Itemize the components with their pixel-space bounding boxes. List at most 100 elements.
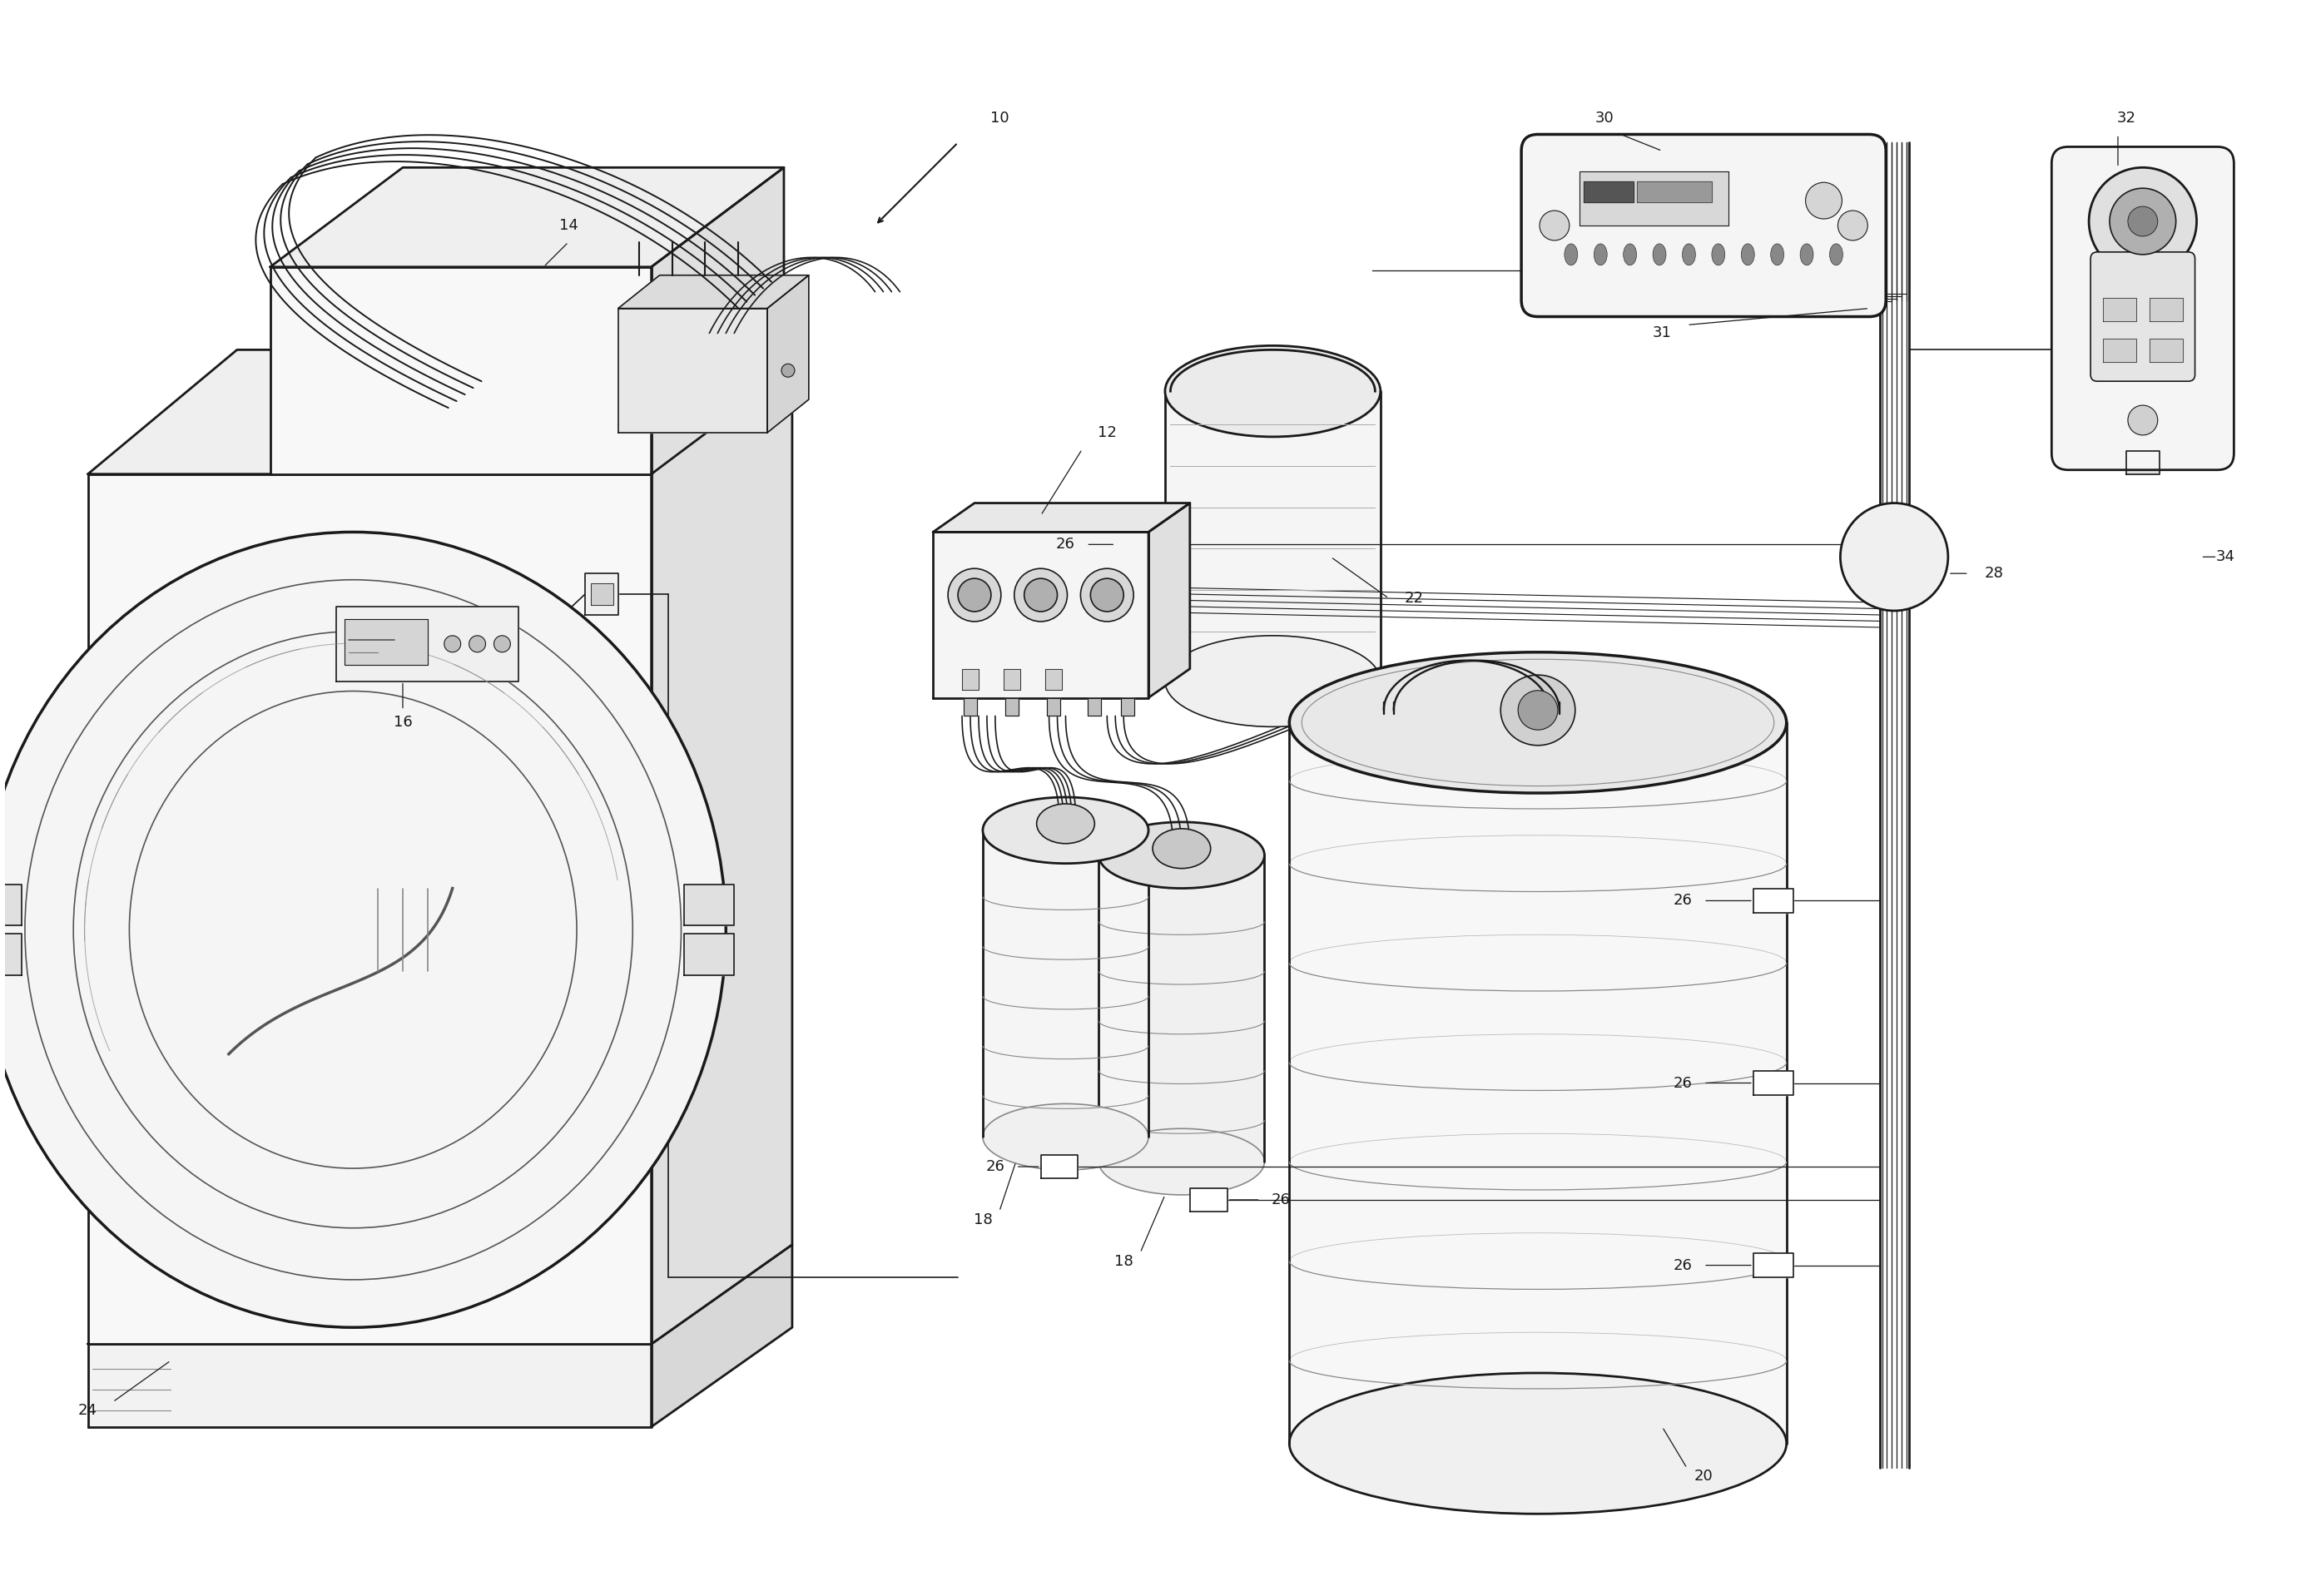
Polygon shape xyxy=(88,1344,651,1427)
Text: 26: 26 xyxy=(1674,894,1693,908)
Text: 26: 26 xyxy=(1271,1192,1290,1207)
Polygon shape xyxy=(1047,697,1061,717)
Polygon shape xyxy=(686,884,734,926)
Polygon shape xyxy=(686,934,734,975)
Polygon shape xyxy=(961,669,980,689)
Ellipse shape xyxy=(1830,244,1844,265)
Ellipse shape xyxy=(2128,206,2159,236)
Ellipse shape xyxy=(982,1104,1149,1170)
Ellipse shape xyxy=(1712,244,1725,265)
Polygon shape xyxy=(963,697,977,717)
Ellipse shape xyxy=(1517,691,1559,729)
Polygon shape xyxy=(88,350,792,474)
FancyBboxPatch shape xyxy=(2091,252,2196,381)
Polygon shape xyxy=(1040,1156,1077,1178)
Text: 30: 30 xyxy=(1596,110,1614,126)
Ellipse shape xyxy=(1800,244,1813,265)
Polygon shape xyxy=(1753,1071,1793,1095)
Ellipse shape xyxy=(1290,1373,1786,1515)
Polygon shape xyxy=(618,308,767,433)
Text: 26: 26 xyxy=(1674,1076,1693,1090)
Ellipse shape xyxy=(2110,188,2177,254)
Ellipse shape xyxy=(1024,578,1058,611)
Polygon shape xyxy=(88,1245,792,1344)
Polygon shape xyxy=(1637,182,1712,203)
Ellipse shape xyxy=(947,568,1001,621)
Ellipse shape xyxy=(493,635,510,653)
Polygon shape xyxy=(0,934,21,975)
Polygon shape xyxy=(586,573,618,614)
Ellipse shape xyxy=(1593,244,1607,265)
Text: 34: 34 xyxy=(2216,549,2235,565)
Ellipse shape xyxy=(1501,675,1575,745)
Ellipse shape xyxy=(1654,244,1665,265)
Ellipse shape xyxy=(1563,244,1577,265)
Polygon shape xyxy=(651,168,783,474)
Polygon shape xyxy=(2103,297,2135,321)
Polygon shape xyxy=(1089,697,1100,717)
Text: 18: 18 xyxy=(1114,1253,1133,1269)
Ellipse shape xyxy=(2089,168,2196,275)
Ellipse shape xyxy=(780,364,794,377)
Polygon shape xyxy=(2126,450,2159,474)
Text: 18: 18 xyxy=(973,1213,991,1227)
Polygon shape xyxy=(1098,855,1265,1162)
Text: 32: 32 xyxy=(2117,110,2135,126)
Ellipse shape xyxy=(445,635,461,653)
Ellipse shape xyxy=(1772,244,1783,265)
Polygon shape xyxy=(2149,338,2182,362)
Ellipse shape xyxy=(2128,405,2159,436)
Ellipse shape xyxy=(1540,211,1570,241)
Polygon shape xyxy=(1753,889,1793,913)
Text: 10: 10 xyxy=(989,110,1010,126)
Polygon shape xyxy=(618,275,808,308)
Text: 16: 16 xyxy=(394,715,412,729)
Ellipse shape xyxy=(1153,828,1211,868)
Text: 26: 26 xyxy=(1674,1258,1693,1272)
Polygon shape xyxy=(651,1245,792,1427)
Ellipse shape xyxy=(1165,346,1380,437)
Ellipse shape xyxy=(0,531,725,1328)
Polygon shape xyxy=(2149,297,2182,321)
Polygon shape xyxy=(0,884,21,926)
Polygon shape xyxy=(271,168,783,267)
Ellipse shape xyxy=(1165,635,1380,726)
Text: 26: 26 xyxy=(987,1159,1005,1175)
Polygon shape xyxy=(88,474,651,1344)
Text: 12: 12 xyxy=(1098,425,1116,440)
Polygon shape xyxy=(1753,1253,1793,1278)
Polygon shape xyxy=(1116,531,1153,557)
Ellipse shape xyxy=(470,635,486,653)
Polygon shape xyxy=(982,830,1149,1136)
Ellipse shape xyxy=(1742,244,1756,265)
Text: 26: 26 xyxy=(1056,536,1075,552)
Ellipse shape xyxy=(1290,653,1786,793)
FancyBboxPatch shape xyxy=(1522,134,1885,316)
Polygon shape xyxy=(271,267,651,474)
Ellipse shape xyxy=(1082,568,1133,621)
Polygon shape xyxy=(1580,172,1728,225)
Text: 14: 14 xyxy=(558,219,579,233)
Text: 20: 20 xyxy=(1693,1468,1714,1484)
Ellipse shape xyxy=(1624,244,1637,265)
Polygon shape xyxy=(2103,338,2135,362)
Ellipse shape xyxy=(1839,211,1867,241)
Ellipse shape xyxy=(959,578,991,611)
Polygon shape xyxy=(933,531,1149,697)
Polygon shape xyxy=(336,606,519,681)
Polygon shape xyxy=(1165,391,1380,681)
Polygon shape xyxy=(767,275,808,433)
Text: 31: 31 xyxy=(1654,326,1672,340)
Ellipse shape xyxy=(1098,822,1265,889)
Text: 22: 22 xyxy=(1403,591,1424,606)
Ellipse shape xyxy=(1806,182,1841,219)
Ellipse shape xyxy=(1841,503,1948,611)
Polygon shape xyxy=(651,350,792,1344)
Polygon shape xyxy=(591,584,614,605)
Polygon shape xyxy=(933,503,1190,531)
FancyBboxPatch shape xyxy=(2052,147,2235,469)
Polygon shape xyxy=(1584,182,1633,203)
Text: 24: 24 xyxy=(79,1403,97,1417)
Ellipse shape xyxy=(1038,804,1095,844)
Polygon shape xyxy=(1005,697,1019,717)
